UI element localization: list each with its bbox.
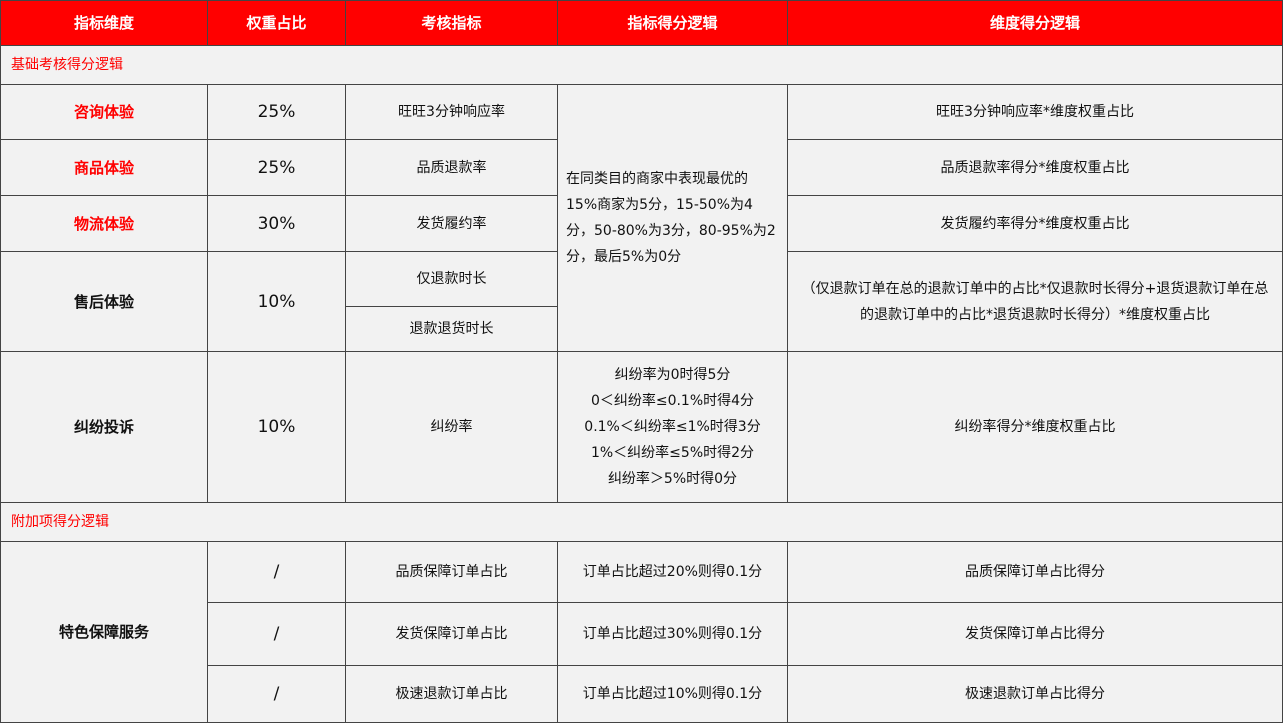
- dimension-name: 物流体验: [0, 195, 208, 252]
- weight: 25%: [207, 84, 346, 140]
- table-row: / 发货保障订单占比 订单占比超过30%则得0.1分 发货保障订单占比得分: [1, 602, 1283, 666]
- dimension-logic: 极速退款订单占比得分: [787, 665, 1283, 723]
- dimension-logic: 发货保障订单占比得分: [787, 602, 1283, 666]
- dimension-logic: （仅退款订单在总的退款订单中的占比*仅退款时长得分+退货退款订单在总的退款订单中…: [787, 251, 1283, 352]
- header-metric: 考核指标: [345, 0, 558, 46]
- logic-line: 纠纷率为0时得5分: [614, 367, 731, 383]
- dimension-name: 咨询体验: [0, 84, 208, 140]
- metric-logic: 纠纷率为0时得5分 0＜纠纷率≤0.1%时得4分 0.1%＜纠纷率≤1%时得3分…: [557, 351, 788, 503]
- dimension-logic: 纠纷率得分*维度权重占比: [787, 351, 1283, 503]
- header-dimension-logic: 维度得分逻辑: [787, 0, 1283, 46]
- table-row: 咨询体验 25% 旺旺3分钟响应率 在同类目的商家中表现最优的15%商家为5分，…: [0, 84, 1283, 352]
- metric-logic: 订单占比超过30%则得0.1分: [557, 602, 788, 666]
- table-row: 售后体验 10% 仅退款时长 （仅退款订单在总的退款订单中的占比*仅退款时长得分…: [0, 251, 1283, 352]
- metric: 品质保障订单占比: [345, 541, 558, 603]
- logic-line: 1%＜纠纷率≤5%时得2分: [590, 445, 755, 461]
- logic-line: 纠纷率＞5%时得0分: [607, 471, 738, 487]
- metric: 纠纷率: [345, 351, 558, 503]
- table-row: 特色保障服务 / 品质保障订单占比 订单占比超过20%则得0.1分 品质保障订单…: [0, 541, 1283, 723]
- dimension-logic: 品质退款率得分*维度权重占比: [787, 139, 1283, 196]
- dimension-name: 商品体验: [0, 139, 208, 196]
- metric-logic: 订单占比超过10%则得0.1分: [557, 665, 788, 723]
- header-metric-logic: 指标得分逻辑: [557, 0, 788, 46]
- metric: 退款退货时长: [345, 306, 558, 352]
- weight: 10%: [207, 251, 346, 352]
- dimension-logic: 旺旺3分钟响应率*维度权重占比: [787, 84, 1283, 140]
- dimension-logic: 品质保障订单占比得分: [787, 541, 1283, 603]
- header-row: 指标维度 权重占比 考核指标 指标得分逻辑 维度得分逻辑: [0, 0, 1283, 46]
- table-row: 物流体验 30% 发货履约率 发货履约率得分*维度权重占比: [0, 195, 1283, 252]
- dimension-name: 售后体验: [0, 251, 208, 352]
- metric: 旺旺3分钟响应率: [345, 84, 558, 140]
- section-extra: 附加项得分逻辑: [0, 502, 1283, 542]
- metric: 品质退款率: [345, 139, 558, 196]
- shared-metric-logic: 在同类目的商家中表现最优的15%商家为5分，15-50%为4分，50-80%为3…: [557, 84, 788, 352]
- metric: 发货履约率: [345, 195, 558, 252]
- table-row: / 极速退款订单占比 订单占比超过10%则得0.1分 极速退款订单占比得分: [1, 665, 1283, 723]
- weight: /: [207, 541, 346, 603]
- weight: 30%: [207, 195, 346, 252]
- weight: 25%: [207, 139, 346, 196]
- logic-line: 0.1%＜纠纷率≤1%时得3分: [584, 419, 761, 435]
- table-row: 商品体验 25% 品质退款率 品质退款率得分*维度权重占比: [0, 139, 1283, 196]
- header-dimension: 指标维度: [0, 0, 208, 46]
- dimension-logic: 发货履约率得分*维度权重占比: [787, 195, 1283, 252]
- dimension-name: 特色保障服务: [0, 541, 208, 723]
- metric: 极速退款订单占比: [345, 665, 558, 723]
- metric: 仅退款时长: [345, 251, 558, 307]
- metric: 发货保障订单占比: [345, 602, 558, 666]
- logic-line: 0＜纠纷率≤0.1%时得4分: [590, 393, 755, 409]
- section-basic: 基础考核得分逻辑: [0, 45, 1283, 85]
- table-row: 纠纷投诉 10% 纠纷率 纠纷率为0时得5分 0＜纠纷率≤0.1%时得4分 0.…: [0, 351, 1283, 503]
- header-weight: 权重占比: [207, 0, 346, 46]
- metric-logic: 订单占比超过20%则得0.1分: [557, 541, 788, 603]
- dimension-name: 纠纷投诉: [0, 351, 208, 503]
- weight: /: [207, 602, 346, 666]
- weight: 10%: [207, 351, 346, 503]
- weight: /: [207, 665, 346, 723]
